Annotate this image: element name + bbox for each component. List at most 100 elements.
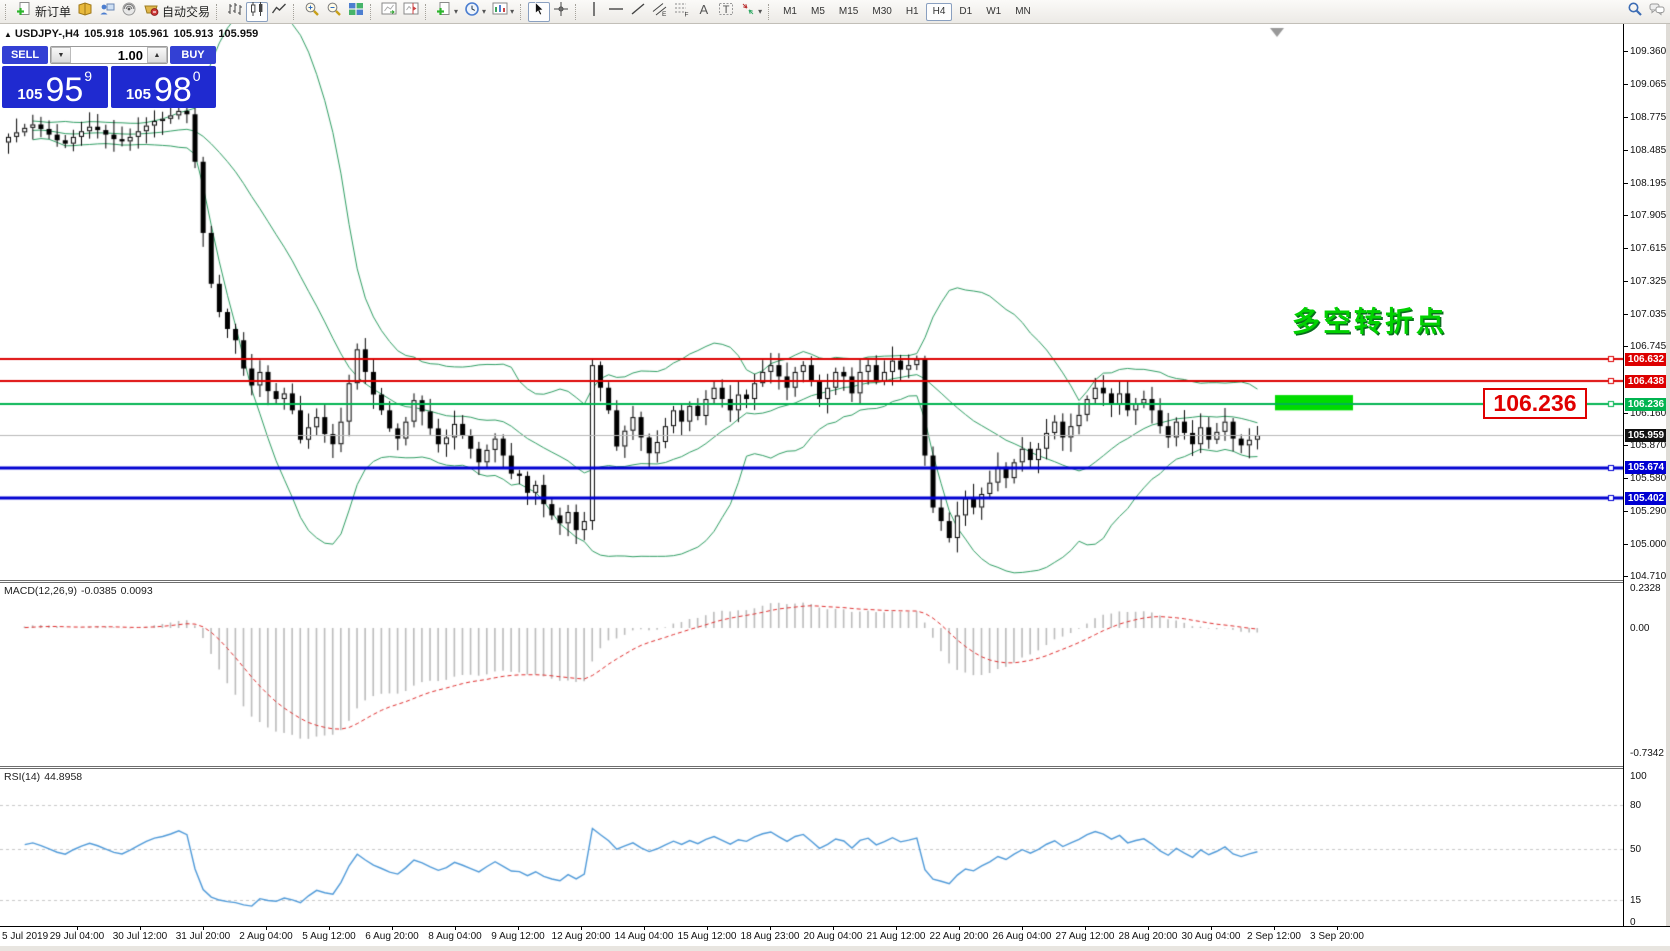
autotrading-button[interactable]: 自动交易 — [140, 2, 213, 22]
volume-decrease-button[interactable]: ▼ — [51, 47, 71, 63]
chart-annotation-text: 多空转折点 — [1292, 306, 1448, 337]
price-tick — [1624, 576, 1628, 578]
sell-price-prefix: 105 — [17, 86, 43, 103]
market-watch-button[interactable] — [74, 2, 96, 22]
crosshair-button[interactable] — [550, 2, 572, 22]
volume-stepper[interactable]: ▼ ▲ — [50, 46, 168, 64]
price-tick-label: 108.195 — [1630, 177, 1667, 189]
zoom-in-button[interactable] — [301, 2, 323, 22]
symbol-collapse-icon[interactable]: ▲ — [4, 30, 12, 39]
line-chart-icon — [271, 1, 287, 22]
pane-separator[interactable] — [0, 766, 1670, 769]
search-button[interactable] — [1624, 2, 1646, 22]
volume-increase-button[interactable]: ▲ — [147, 47, 167, 63]
timeframe-d1-button[interactable]: D1 — [959, 5, 973, 17]
time-tick — [1211, 927, 1212, 930]
time-axis[interactable]: 5 Jul 2019 29 Jul 04:00 30 Jul 12:00 31 Jul… — [0, 926, 1670, 946]
arrows-icon — [740, 1, 756, 22]
new-order-button[interactable]: 新订单 — [13, 2, 74, 22]
toolbar-grip — [768, 3, 772, 20]
chevron-down-icon[interactable]: ▾ — [758, 7, 763, 16]
price-tick — [1624, 313, 1628, 315]
main-chart-canvas[interactable] — [0, 24, 1623, 580]
time-axis-label: 12 Aug 20:00 — [551, 931, 611, 942]
rsi-tick-label: 0 — [1630, 917, 1636, 928]
horizontal-line-button[interactable] — [605, 2, 627, 22]
sell-price-big: 95 — [45, 71, 84, 110]
doc-plus-icon — [16, 1, 32, 22]
macd-pane-canvas[interactable] — [0, 584, 1623, 764]
timeframe-m1-button[interactable]: M1 — [783, 5, 797, 17]
bar-chart-icon — [227, 1, 243, 22]
chevron-down-icon[interactable]: ▾ — [454, 7, 459, 16]
chevron-down-icon[interactable]: ▾ — [482, 7, 487, 16]
equidistant-channel-button[interactable]: E — [649, 2, 671, 22]
chart-shift-button[interactable] — [400, 2, 422, 22]
cursor-button[interactable] — [528, 1, 551, 22]
zoom-out-button[interactable] — [323, 2, 345, 22]
price-tick-label: 108.775 — [1630, 112, 1667, 124]
time-tick — [266, 927, 267, 930]
tiles-icon — [348, 1, 364, 22]
svg-text:E: E — [662, 11, 667, 17]
timeframe-m5-button[interactable]: M5 — [811, 5, 825, 17]
candlestick-chart-button[interactable] — [246, 1, 269, 22]
zoom-in-icon — [304, 1, 320, 22]
text-button[interactable]: A — [693, 2, 715, 22]
time-axis-label: 6 Aug 20:00 — [365, 931, 419, 942]
chat-button[interactable] — [1646, 2, 1668, 22]
chart-shift-icon — [403, 1, 419, 22]
line-chart-button[interactable] — [268, 2, 290, 22]
time-tick — [896, 927, 897, 930]
time-axis-label: 2 Sep 12:00 — [1247, 931, 1301, 942]
doc-plus-icon — [436, 1, 452, 22]
pane-separator[interactable] — [0, 580, 1670, 583]
timeframe-h4-button[interactable]: H4 — [925, 2, 953, 21]
buy-price-button[interactable]: 105 98 0 — [110, 66, 216, 108]
time-axis-label: 30 Aug 04:00 — [1181, 931, 1241, 942]
vertical-line-button[interactable] — [583, 2, 605, 22]
price-tick — [1624, 543, 1628, 545]
price-tick — [1624, 248, 1628, 250]
fibonacci-button[interactable]: F — [671, 2, 693, 22]
price-tick — [1624, 84, 1628, 86]
volume-input[interactable] — [71, 47, 147, 63]
chevron-down-icon[interactable]: ▾ — [510, 7, 515, 16]
timeframe-m30-button[interactable]: M30 — [872, 5, 892, 17]
price-tick — [1624, 280, 1628, 282]
price-badge: 106.438 — [1625, 374, 1667, 388]
trendline-button[interactable] — [627, 2, 649, 22]
cursor-icon — [531, 1, 547, 22]
sell-price-button[interactable]: 105 95 9 — [2, 66, 108, 108]
price-label-box[interactable]: 106.236 — [1483, 388, 1587, 419]
indicators-button[interactable]: ▾ — [433, 2, 461, 22]
bar-chart-button[interactable] — [224, 2, 246, 22]
sell-button[interactable]: SELL — [2, 46, 48, 64]
price-tick-label: 107.615 — [1630, 243, 1667, 255]
time-tick — [329, 927, 330, 930]
tile-windows-button[interactable] — [345, 2, 367, 22]
macd-name: MACD(12,26,9) — [4, 585, 77, 597]
buy-button[interactable]: BUY — [170, 46, 216, 64]
timeframe-h1-button[interactable]: H1 — [905, 5, 919, 17]
timeframe-mn-button[interactable]: MN — [1015, 5, 1031, 17]
time-tick — [644, 927, 645, 930]
rsi-pane-canvas[interactable] — [0, 770, 1623, 926]
timeframe-m15-button[interactable]: M15 — [838, 5, 859, 17]
chat-icon — [1649, 1, 1665, 22]
templates-button[interactable]: ▾ — [489, 2, 517, 22]
navigator-button[interactable] — [118, 2, 140, 22]
time-tick — [392, 927, 393, 930]
timeframe-w1-button[interactable]: W1 — [986, 5, 1002, 17]
arrows-button[interactable]: ▾ — [737, 2, 765, 22]
data-window-button[interactable] — [96, 2, 118, 22]
vline-icon — [586, 1, 602, 22]
text-label-button[interactable]: T — [715, 2, 737, 22]
auto-scroll-button[interactable] — [378, 2, 400, 22]
price-axis[interactable]: 109.360 109.065 108.775 108.485 108.195 107.9… — [1623, 24, 1667, 928]
time-axis-label: 8 Aug 04:00 — [428, 931, 482, 942]
right-gutter — [1666, 24, 1670, 946]
price-tick — [1624, 215, 1628, 217]
book-icon — [77, 1, 93, 22]
periods-button[interactable]: ▾ — [461, 2, 489, 22]
